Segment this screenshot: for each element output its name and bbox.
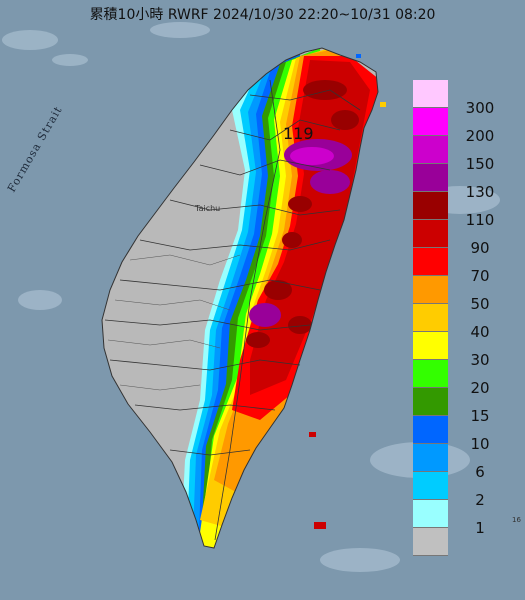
legend-swatch bbox=[413, 164, 448, 192]
island-marker bbox=[309, 432, 316, 437]
legend-label: 30 bbox=[470, 351, 490, 369]
legend-swatch bbox=[413, 136, 448, 164]
legend-swatch bbox=[413, 472, 448, 500]
max-value-label: 119 bbox=[283, 124, 314, 143]
legend-swatch bbox=[413, 444, 448, 472]
legend-swatch bbox=[413, 304, 448, 332]
rivers bbox=[107, 254, 241, 391]
legend-label: 1 bbox=[475, 519, 485, 537]
legend-swatch bbox=[413, 220, 448, 248]
city-label: Taichu bbox=[195, 204, 221, 213]
island-marker bbox=[356, 54, 361, 58]
edge-label: 16 bbox=[512, 516, 521, 524]
legend-swatch bbox=[413, 80, 448, 108]
legend-swatches bbox=[413, 80, 448, 556]
legend-label: 2 bbox=[475, 491, 485, 509]
island-marker bbox=[380, 102, 386, 107]
legend-swatch bbox=[413, 276, 448, 304]
legend-swatch bbox=[413, 248, 448, 276]
legend-label: 6 bbox=[475, 463, 485, 481]
legend-label: 130 bbox=[465, 183, 495, 201]
legend-swatch bbox=[413, 332, 448, 360]
legend-swatch bbox=[413, 108, 448, 136]
legend-swatch bbox=[413, 416, 448, 444]
legend-label: 200 bbox=[465, 127, 495, 145]
legend-label: 15 bbox=[470, 407, 490, 425]
legend-label: 50 bbox=[470, 295, 490, 313]
legend-label: 300 bbox=[465, 99, 495, 117]
legend-label: 20 bbox=[470, 379, 490, 397]
coastline bbox=[101, 47, 379, 549]
legend-label: 40 bbox=[470, 323, 490, 341]
legend-label: 10 bbox=[470, 435, 490, 453]
legend-swatch bbox=[413, 192, 448, 220]
legend-label: 70 bbox=[470, 267, 490, 285]
legend-swatch bbox=[413, 360, 448, 388]
legend-label: 150 bbox=[465, 155, 495, 173]
legend-labels: 300 200 150 130 110 90 70 50 40 30 20 15 10 6 2 1 bbox=[455, 80, 515, 537]
island-marker bbox=[314, 522, 326, 529]
legend-swatch bbox=[413, 388, 448, 416]
legend-swatch bbox=[413, 500, 448, 528]
map-title: 累積10小時 RWRF 2024/10/30 22:20~10/31 08:20 bbox=[89, 7, 436, 23]
legend-label: 90 bbox=[470, 239, 490, 257]
legend-label: 110 bbox=[465, 211, 495, 229]
legend-swatch bbox=[413, 528, 448, 556]
county-boundaries bbox=[104, 79, 361, 541]
